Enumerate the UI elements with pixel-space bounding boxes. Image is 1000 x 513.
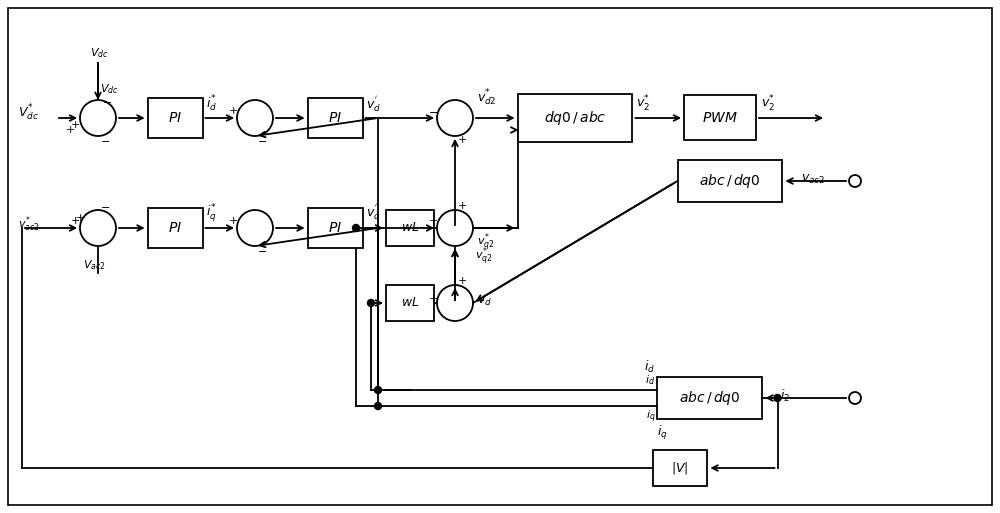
Text: $v_{d}^{'}$: $v_{d}^{'}$ bbox=[366, 94, 380, 114]
Text: $-$: $-$ bbox=[428, 106, 438, 116]
Text: $-$: $-$ bbox=[100, 135, 110, 145]
Text: $v_{d2}^{*}$: $v_{d2}^{*}$ bbox=[477, 88, 497, 108]
Text: $+$: $+$ bbox=[457, 275, 467, 286]
FancyBboxPatch shape bbox=[308, 98, 362, 138]
Text: $-$: $-$ bbox=[257, 245, 267, 255]
Text: $i_{d}$: $i_{d}$ bbox=[645, 373, 656, 387]
Text: $v_{q2}^{*}$: $v_{q2}^{*}$ bbox=[477, 232, 495, 254]
FancyBboxPatch shape bbox=[684, 95, 756, 141]
Text: $-$: $-$ bbox=[102, 96, 112, 106]
Text: $v_{2}^{*}$: $v_{2}^{*}$ bbox=[761, 94, 775, 114]
Text: $+$: $+$ bbox=[70, 215, 80, 227]
Text: $-$: $-$ bbox=[257, 135, 267, 145]
Circle shape bbox=[849, 175, 861, 187]
Text: $V_{dc}^{*}$: $V_{dc}^{*}$ bbox=[18, 103, 39, 123]
Text: $V_{ac2}$: $V_{ac2}$ bbox=[83, 258, 106, 272]
Text: $+$: $+$ bbox=[228, 106, 238, 116]
FancyBboxPatch shape bbox=[308, 208, 362, 248]
Text: $wL$: $wL$ bbox=[401, 297, 419, 309]
Circle shape bbox=[437, 285, 473, 321]
Circle shape bbox=[352, 225, 359, 231]
Circle shape bbox=[367, 300, 374, 306]
FancyBboxPatch shape bbox=[386, 210, 434, 246]
Text: $PWM$: $PWM$ bbox=[702, 111, 738, 125]
FancyBboxPatch shape bbox=[148, 208, 203, 248]
Text: $v_{ac2}^{*}$: $v_{ac2}^{*}$ bbox=[18, 214, 40, 234]
FancyBboxPatch shape bbox=[518, 94, 632, 142]
Text: $+$: $+$ bbox=[228, 215, 238, 227]
Text: $i_{2}$: $i_{2}$ bbox=[780, 388, 791, 404]
FancyBboxPatch shape bbox=[657, 377, 762, 419]
FancyBboxPatch shape bbox=[148, 98, 203, 138]
Text: $v_{q}^{'}$: $v_{q}^{'}$ bbox=[366, 202, 380, 224]
FancyBboxPatch shape bbox=[652, 450, 707, 486]
Text: $V_{dc}$: $V_{dc}$ bbox=[100, 82, 119, 96]
Text: $wL$: $wL$ bbox=[401, 222, 419, 234]
Text: $+$: $+$ bbox=[65, 125, 75, 135]
Text: $PI$: $PI$ bbox=[328, 111, 342, 125]
Text: $+$: $+$ bbox=[428, 292, 438, 304]
Circle shape bbox=[80, 100, 116, 136]
Text: $|V|$: $|V|$ bbox=[671, 460, 689, 476]
Text: $v_{2}^{*}$: $v_{2}^{*}$ bbox=[637, 94, 651, 114]
Circle shape bbox=[774, 394, 781, 402]
Text: $i_{d}^{*}$: $i_{d}^{*}$ bbox=[207, 94, 218, 114]
Text: $+$: $+$ bbox=[457, 201, 467, 211]
Text: $abc\,/\,dq0$: $abc\,/\,dq0$ bbox=[699, 172, 761, 190]
Text: $dq0\,/\,abc$: $dq0\,/\,abc$ bbox=[544, 109, 606, 127]
Circle shape bbox=[374, 386, 382, 393]
Circle shape bbox=[237, 210, 273, 246]
Text: $v_{q2}^{*}$: $v_{q2}^{*}$ bbox=[475, 246, 493, 268]
Circle shape bbox=[80, 210, 116, 246]
Text: $v_{ac2}$: $v_{ac2}$ bbox=[801, 172, 825, 186]
Text: $i_{q}^{*}$: $i_{q}^{*}$ bbox=[207, 202, 217, 224]
Text: $v_{d}$: $v_{d}$ bbox=[477, 294, 492, 308]
Circle shape bbox=[849, 392, 861, 404]
Circle shape bbox=[437, 100, 473, 136]
Text: $PI$: $PI$ bbox=[328, 221, 342, 235]
Text: $+$: $+$ bbox=[70, 120, 80, 130]
Text: $abc\,/\,dq0$: $abc\,/\,dq0$ bbox=[679, 389, 741, 407]
Text: $+$: $+$ bbox=[75, 212, 85, 224]
Text: $i_{q}$: $i_{q}$ bbox=[657, 424, 668, 442]
Circle shape bbox=[237, 100, 273, 136]
Text: $-$: $-$ bbox=[100, 201, 110, 211]
Text: $PI$: $PI$ bbox=[168, 221, 182, 235]
Text: $i_{d}$: $i_{d}$ bbox=[644, 359, 656, 375]
Text: $V_{dc}$: $V_{dc}$ bbox=[90, 46, 109, 60]
FancyBboxPatch shape bbox=[386, 285, 434, 321]
FancyBboxPatch shape bbox=[678, 160, 782, 202]
Text: $PI$: $PI$ bbox=[168, 111, 182, 125]
Circle shape bbox=[437, 210, 473, 246]
Text: $i_{q}$: $i_{q}$ bbox=[646, 409, 656, 425]
Text: $+$: $+$ bbox=[457, 134, 467, 146]
Circle shape bbox=[374, 403, 382, 409]
Text: $+$: $+$ bbox=[428, 215, 438, 227]
